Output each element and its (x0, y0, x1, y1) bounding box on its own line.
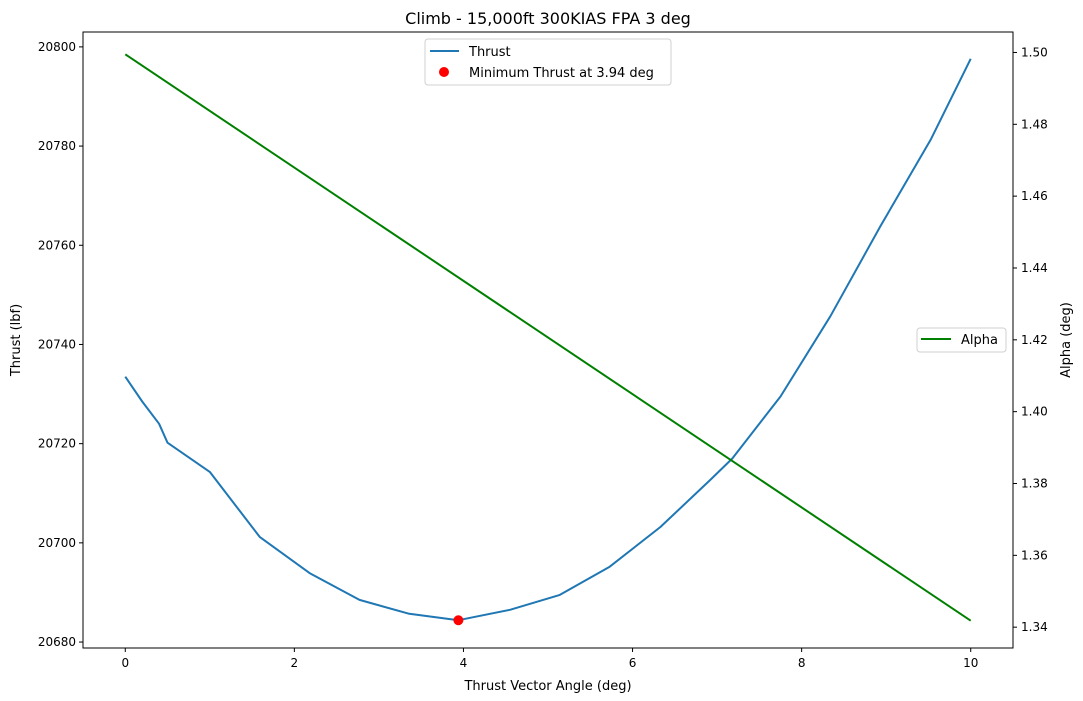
legend-min-marker-icon (439, 67, 449, 77)
y-axis-left: 20680 20700 20720 20740 20760 20780 20800 (38, 40, 83, 649)
y2-tick-label: 1.48 (1021, 117, 1048, 131)
thrust-line (124, 58, 972, 622)
x-tick-label: 0 (121, 656, 129, 670)
legend-min-label: Minimum Thrust at 3.94 deg (469, 66, 654, 81)
y-axis-label: Thrust (lbf) (9, 304, 24, 377)
y2-tick-label: 1.50 (1021, 45, 1048, 59)
legend-thrust: Thrust Minimum Thrust at 3.94 deg (424, 38, 672, 86)
y-tick-label: 20780 (38, 139, 76, 153)
y2-tick-label: 1.40 (1021, 405, 1048, 419)
marker-layer (453, 615, 464, 626)
legend-alpha-label: Alpha (961, 333, 998, 348)
x-tick-label: 6 (629, 656, 637, 670)
alpha-line (124, 53, 972, 622)
y2-tick-label: 1.36 (1021, 548, 1048, 562)
y-tick-label: 20680 (38, 635, 76, 649)
minimum-thrust-marker (453, 615, 464, 626)
plot-area (82, 31, 1014, 649)
x-tick-label: 10 (963, 656, 978, 670)
y2-tick-label: 1.38 (1021, 476, 1048, 490)
y2-tick-label: 1.34 (1021, 620, 1048, 634)
chart-title: Climb - 15,000ft 300KIAS FPA 3 deg (405, 9, 691, 28)
y2-axis-label: Alpha (deg) (1059, 302, 1074, 378)
y2-tick-label: 1.42 (1021, 333, 1048, 347)
y-axis-right: 1.34 1.36 1.38 1.40 1.42 1.44 1.46 1.48 1.50 (1013, 45, 1048, 634)
y-tick-label: 20760 (38, 238, 76, 252)
y-tick-label: 20720 (38, 437, 76, 451)
x-axis: 0 2 4 6 8 10 (121, 648, 978, 670)
series-layer (124, 53, 972, 622)
x-tick-label: 2 (291, 656, 299, 670)
y2-tick-label: 1.44 (1021, 261, 1048, 275)
y-tick-label: 20700 (38, 536, 76, 550)
y2-tick-label: 1.46 (1021, 189, 1048, 203)
x-tick-label: 4 (460, 656, 468, 670)
x-axis-label: Thrust Vector Angle (deg) (463, 679, 631, 694)
x-tick-label: 8 (798, 656, 806, 670)
legend-alpha: Alpha (916, 327, 1007, 353)
y-tick-label: 20800 (38, 40, 76, 54)
legend-thrust-label: Thrust (468, 45, 511, 60)
y-tick-label: 20740 (38, 337, 76, 351)
